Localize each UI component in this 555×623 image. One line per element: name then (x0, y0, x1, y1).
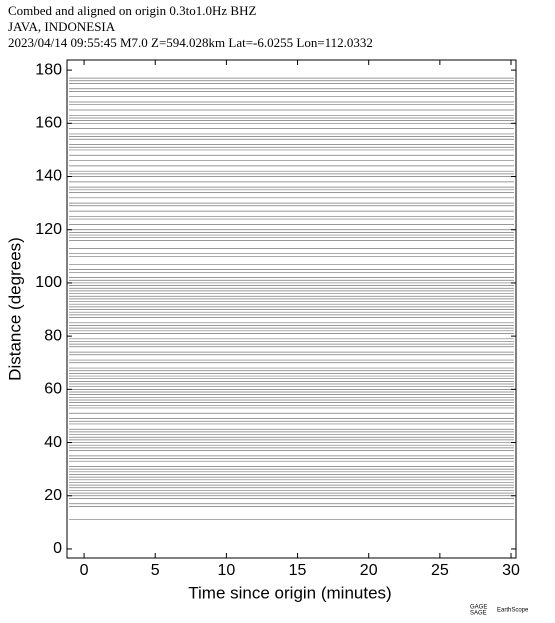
plot-frame (66, 59, 517, 559)
y-axis-label: Distance (degrees) (5, 237, 24, 381)
y-tick-label: 160 (35, 115, 62, 132)
y-tick-label: 180 (35, 61, 62, 78)
title-line: 2023/04/14 09:55:45 M7.0 Z=594.028km Lat… (8, 35, 373, 50)
y-tick-label: 80 (44, 327, 62, 344)
x-tick-label: 10 (217, 562, 235, 579)
logo-text: SAGE (470, 611, 487, 617)
title-line: JAVA, INDONESIA (8, 19, 116, 34)
title-line: Combed and aligned on origin 0.3to1.0Hz … (8, 3, 256, 18)
y-tick-label: 20 (44, 487, 62, 504)
y-tick-label: 120 (35, 221, 62, 238)
x-tick-label: 20 (360, 562, 378, 579)
y-tick-label: 0 (53, 540, 62, 557)
logo-text: GAGE (470, 605, 487, 611)
x-axis-label: Time since origin (minutes) (188, 583, 391, 602)
x-tick-label: 15 (289, 562, 307, 579)
y-tick-label: 100 (35, 274, 62, 291)
logo-text: EarthScope (497, 608, 529, 614)
y-tick-label: 140 (35, 168, 62, 185)
x-tick-label: 5 (151, 562, 160, 579)
y-tick-label: 40 (44, 434, 62, 451)
x-tick-label: 0 (80, 562, 89, 579)
x-tick-label: 30 (502, 562, 520, 579)
y-tick-label: 60 (44, 381, 62, 398)
x-tick-label: 25 (431, 562, 449, 579)
